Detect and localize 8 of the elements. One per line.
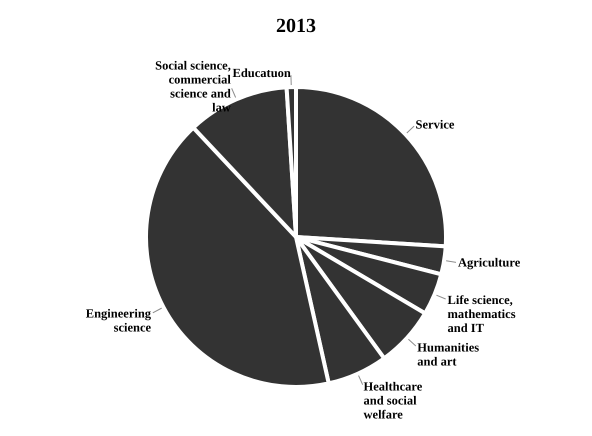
slice-label: Educatuon bbox=[232, 66, 291, 80]
slice-label: Healthcare and social welfare bbox=[363, 379, 423, 422]
slice-label: Agriculture bbox=[458, 256, 521, 270]
slice-label: Engineering science bbox=[86, 306, 152, 335]
slice-label: Life science, mathematics and IT bbox=[448, 292, 516, 335]
chart-title: 2013 bbox=[276, 15, 316, 37]
slice-label: Service bbox=[416, 118, 455, 132]
slice-label: Humanities and art bbox=[417, 340, 480, 368]
